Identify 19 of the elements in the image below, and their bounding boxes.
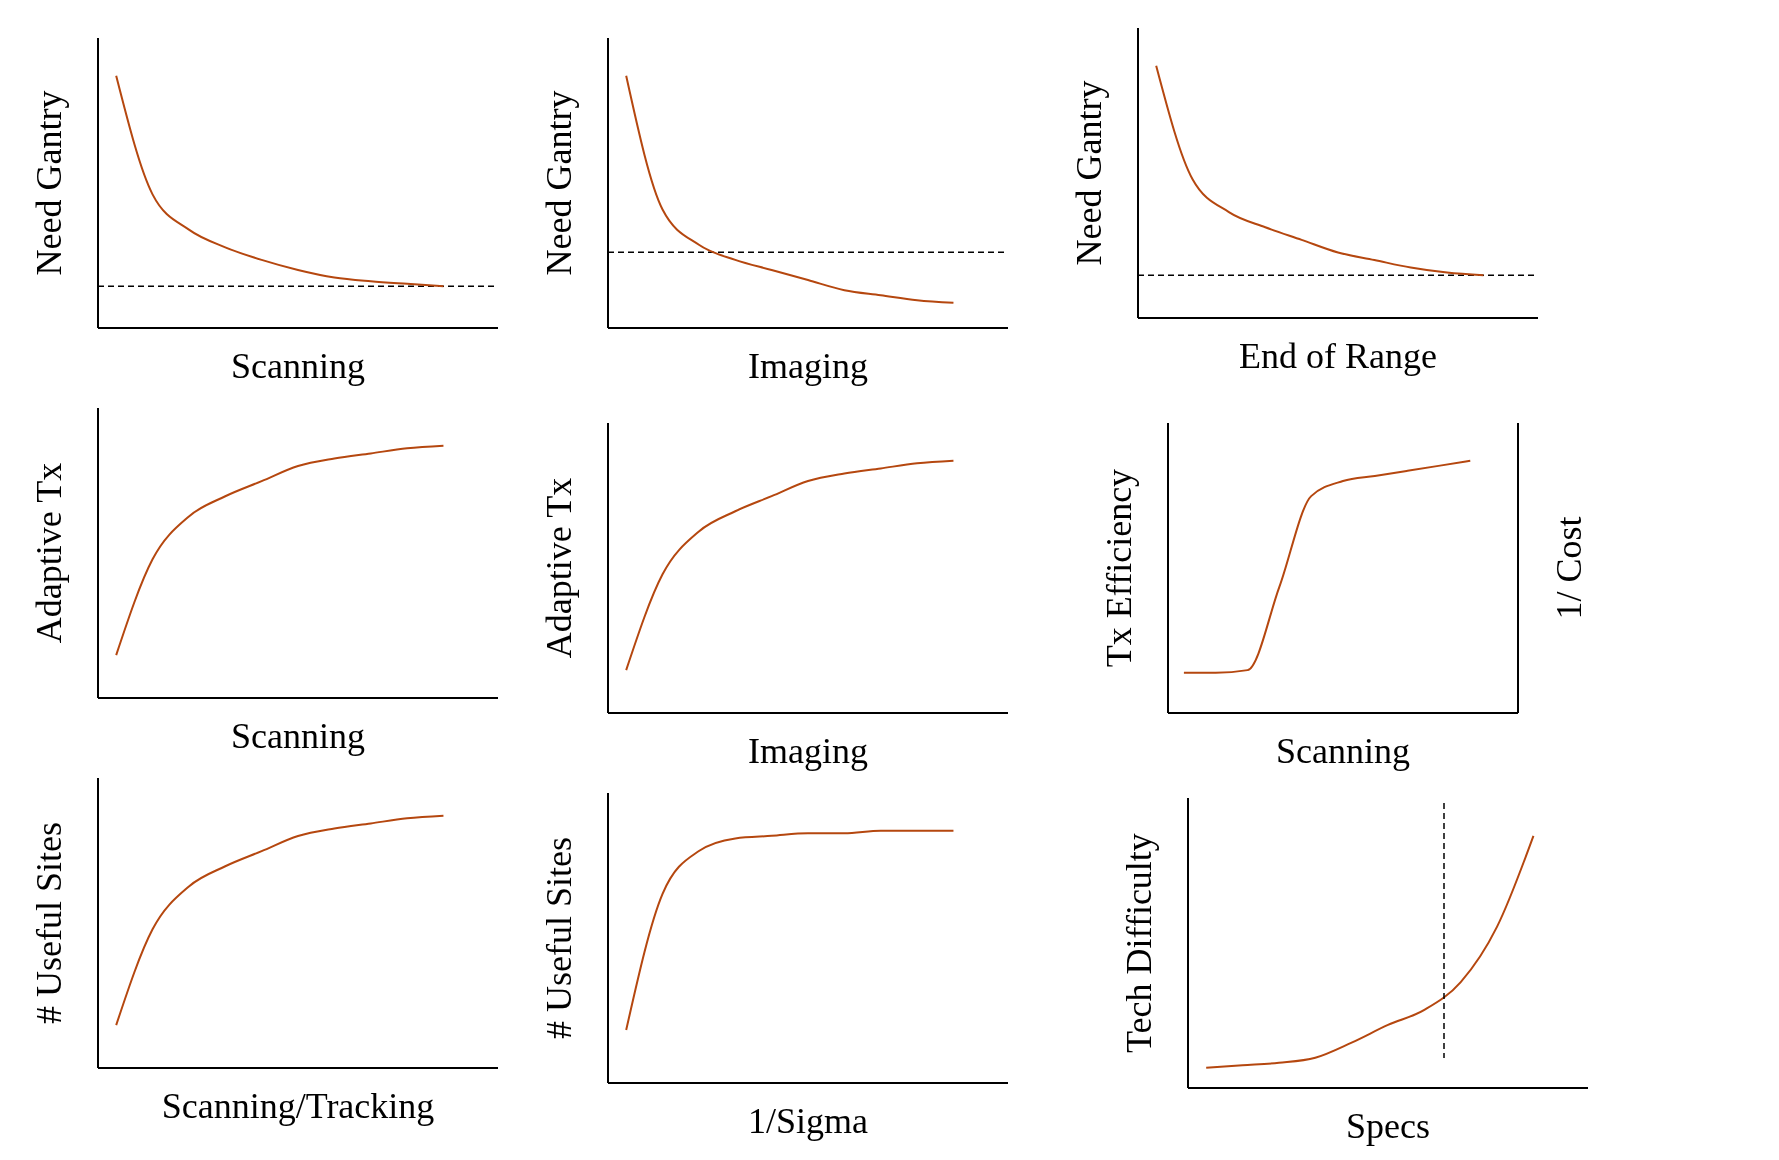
y2-axis-title: 1/ Cost xyxy=(1548,516,1589,620)
y-axis-title: Adaptive Tx xyxy=(28,462,69,644)
y-axis-title: # Useful Sites xyxy=(538,837,579,1039)
y-axis-title: Tx Efficiency xyxy=(1098,468,1139,668)
x-axis-title: Scanning xyxy=(231,346,365,386)
x-axis-title: Specs xyxy=(1346,1106,1430,1146)
y-axis-title: Need Gantry xyxy=(1068,80,1109,266)
y-axis-title: Need Gantry xyxy=(28,90,69,276)
y-axis-title: Need Gantry xyxy=(538,90,579,276)
x-axis-title: Imaging xyxy=(748,346,868,386)
x-axis-title: 1/Sigma xyxy=(747,1101,869,1141)
y-axis-title: Tech Difficulty xyxy=(1118,833,1159,1053)
x-axis-title: Scanning/Tracking xyxy=(161,1086,435,1126)
x-axis-title: Scanning xyxy=(1276,731,1410,771)
x-axis-title: Imaging xyxy=(748,731,868,771)
y-axis-title: # Useful Sites xyxy=(28,822,69,1024)
x-axis-title: Scanning xyxy=(231,716,365,756)
y-axis-title: Adaptive Tx xyxy=(538,477,579,659)
x-axis-title: End of Range xyxy=(1239,336,1437,376)
